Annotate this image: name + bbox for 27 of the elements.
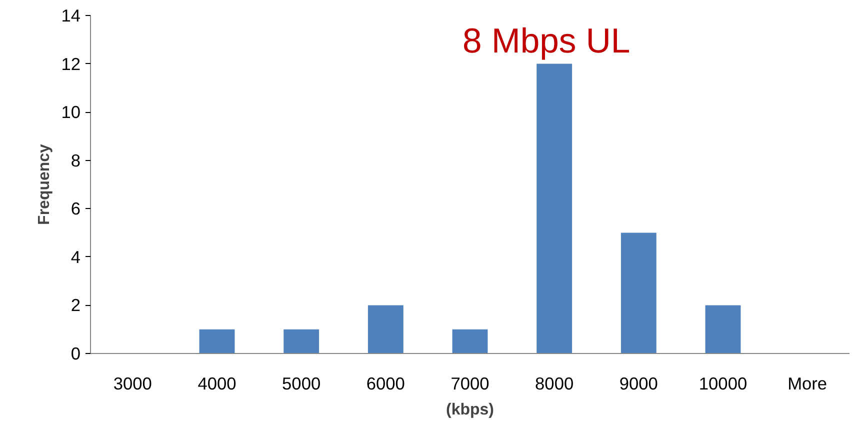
y-tick-label: 14 (61, 6, 81, 26)
x-tick-label: 4000 (198, 374, 236, 394)
bar (705, 305, 741, 354)
bar (284, 329, 320, 354)
x-tick-label: 10000 (698, 374, 748, 394)
y-tick-label: 6 (70, 198, 81, 219)
y-tick-label: 0 (70, 344, 81, 364)
y-tick-label: 8 (70, 150, 81, 170)
bar (452, 329, 488, 354)
x-tick-label: 6000 (366, 374, 405, 394)
bar (199, 329, 235, 354)
bar (368, 305, 404, 354)
y-tick-label: 10 (61, 102, 81, 122)
bar (536, 64, 572, 354)
bar (620, 232, 656, 354)
y-tick-label: 4 (70, 246, 81, 267)
x-axis-title: (kbps) (446, 402, 494, 418)
y-tick-label: 2 (70, 295, 81, 316)
y-axis-title: Frequency (36, 144, 54, 225)
chart-title: 8 Mbps UL (462, 22, 630, 60)
x-tick-label: 9000 (619, 374, 658, 394)
x-tick-label: More (788, 374, 828, 394)
x-tick-label: 3000 (113, 374, 152, 394)
x-tick-label: 8000 (535, 374, 574, 394)
y-tick-label: 12 (61, 54, 81, 74)
x-tick-label: 5000 (282, 374, 321, 394)
x-tick-label: 7000 (450, 374, 490, 394)
